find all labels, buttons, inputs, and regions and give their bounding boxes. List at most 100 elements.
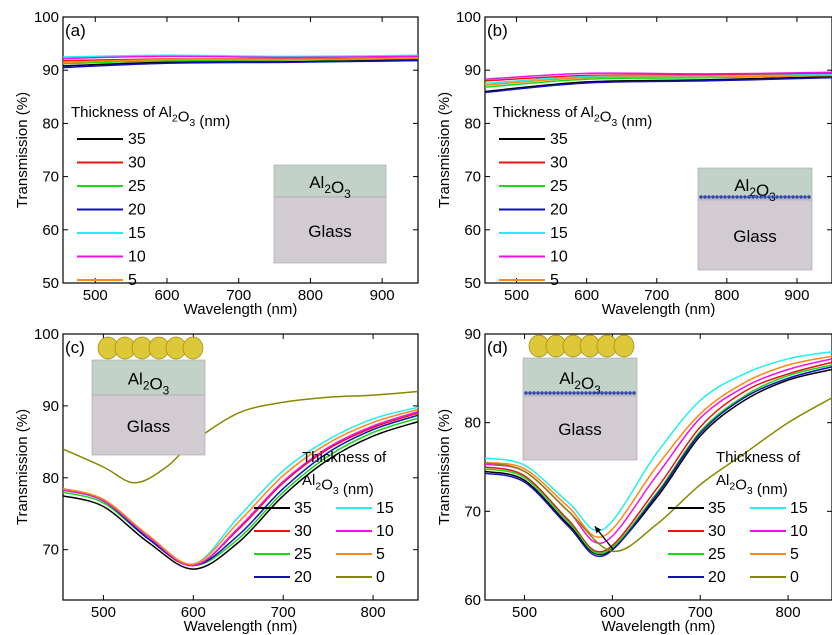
legend-label-0: 0	[376, 569, 385, 586]
panel-label: (d)	[487, 338, 508, 357]
y-tick-label: 80	[42, 115, 59, 132]
series-line-0	[485, 397, 832, 552]
x-tick-label: 500	[91, 604, 116, 621]
nanoparticle-dot	[564, 391, 568, 395]
series-line-10	[63, 410, 418, 567]
legend-title-line2: Al2O3 (nm)	[302, 472, 374, 498]
panel-label: (b)	[487, 21, 508, 40]
al2o3-label: Al2O3	[309, 173, 351, 201]
y-tick-label: 50	[464, 275, 481, 292]
legend-title: Thickness of Al2O3 (nm)	[71, 104, 230, 130]
series-line-25	[63, 417, 418, 567]
series-line-5	[485, 74, 832, 86]
series-line-15	[63, 54, 418, 58]
x-tick-label: 600	[574, 287, 599, 304]
panel-label: (a)	[65, 21, 86, 40]
y-tick-label: 100	[34, 9, 59, 26]
y-tick-label: 70	[464, 169, 481, 186]
legend-label-5: 5	[376, 546, 385, 563]
y-tick-label: 90	[464, 326, 481, 343]
series-line-15	[485, 350, 832, 532]
y-tick-label: 80	[464, 415, 481, 432]
panel-b: 500 600 700 800 900 50 60 70 80 90 100 Wavelength (…	[436, 9, 832, 318]
nanoparticle-dot	[727, 195, 731, 199]
legend-label-10: 10	[550, 249, 568, 266]
nanoparticle-dot	[544, 391, 548, 395]
legend-label-5: 5	[790, 546, 799, 563]
legend-title: Thickness of Al2O3 (nm)	[493, 104, 652, 130]
y-tick-label: 60	[464, 592, 481, 609]
legend-label-25: 25	[708, 546, 726, 563]
nanoparticle-dot	[739, 195, 743, 199]
nanoparticle-dot	[803, 195, 807, 199]
glass-label: Glass	[558, 420, 601, 439]
axes-frame	[484, 16, 832, 284]
nanoparticle-dot	[604, 391, 608, 395]
legend-label-20: 20	[708, 569, 726, 586]
x-tick-label: 900	[370, 287, 395, 304]
legend-label-35: 35	[550, 131, 568, 148]
series-group	[485, 71, 832, 94]
nanoparticle-dot	[524, 391, 528, 395]
x-tick-label: 500	[504, 287, 529, 304]
glass-layer	[522, 395, 638, 461]
y-tick-label: 90	[42, 62, 59, 79]
legend-label-35: 35	[294, 500, 312, 517]
nanoparticle-dot	[584, 391, 588, 395]
nanoparticle-dot	[536, 391, 540, 395]
nanoparticle-dot	[747, 195, 751, 199]
panel-d: 500 600 700 800 60 70 80 90 Wavelength (nm) Trans…	[436, 326, 832, 635]
y-tick-label: 50	[42, 275, 59, 292]
x-tick-label: 600	[181, 604, 206, 621]
nanoparticle-dot	[731, 195, 735, 199]
nanoparticle-dot	[528, 391, 532, 395]
series-line-20	[485, 76, 832, 94]
nanoparticle-dot	[616, 391, 620, 395]
x-axis-label: Wavelength (nm)	[184, 301, 298, 318]
nanoparticle-dot	[572, 391, 576, 395]
x-tick-label: 600	[600, 604, 625, 621]
x-tick-label: 600	[154, 287, 179, 304]
legend-title-line1: Thickness of	[302, 449, 387, 466]
legend-label-15: 15	[376, 500, 394, 517]
nanoparticle-dot	[767, 195, 771, 199]
series-line-20	[485, 366, 832, 558]
y-tick-label: 90	[464, 62, 481, 79]
series-line-15	[485, 73, 832, 85]
legend-label-30: 30	[128, 155, 146, 172]
y-axis-label: Transmission (%)	[14, 409, 31, 525]
nanoparticle-dot	[632, 391, 636, 395]
legend-label-5: 5	[128, 272, 137, 289]
glass-layer	[273, 196, 387, 264]
x-tick-label: 500	[512, 604, 537, 621]
nanoparticle-dot	[751, 195, 755, 199]
nanoparticle-dot	[588, 391, 592, 395]
nanoparticle-dot	[763, 195, 767, 199]
glass-layer	[697, 199, 813, 271]
y-tick-label: 100	[456, 9, 481, 26]
x-tick-label: 700	[644, 287, 669, 304]
nanoparticle-dot	[576, 391, 580, 395]
legend-title-line2: Al2O3 (nm)	[716, 472, 788, 498]
series-line-20	[63, 59, 418, 69]
y-tick-label: 70	[42, 542, 59, 559]
nanoparticle-dot	[783, 195, 787, 199]
legend-label-25: 25	[550, 178, 568, 195]
y-axis-label: Transmission (%)	[14, 92, 31, 208]
nanoparticle-dot	[624, 391, 628, 395]
y-tick-label: 70	[42, 169, 59, 186]
glass-layer	[91, 394, 206, 456]
series-line-5	[63, 57, 418, 63]
nanoparticle-dot	[548, 391, 552, 395]
nanoparticle-dot	[556, 391, 560, 395]
x-tick-label: 700	[226, 287, 251, 304]
legend-label-30: 30	[708, 523, 726, 540]
x-tick-label: 900	[784, 287, 809, 304]
x-axis-label: Wavelength (nm)	[184, 618, 298, 635]
y-axis-label: Transmission (%)	[436, 409, 453, 525]
nanoparticle-dot	[755, 195, 759, 199]
nanoparticle-dot	[532, 391, 536, 395]
